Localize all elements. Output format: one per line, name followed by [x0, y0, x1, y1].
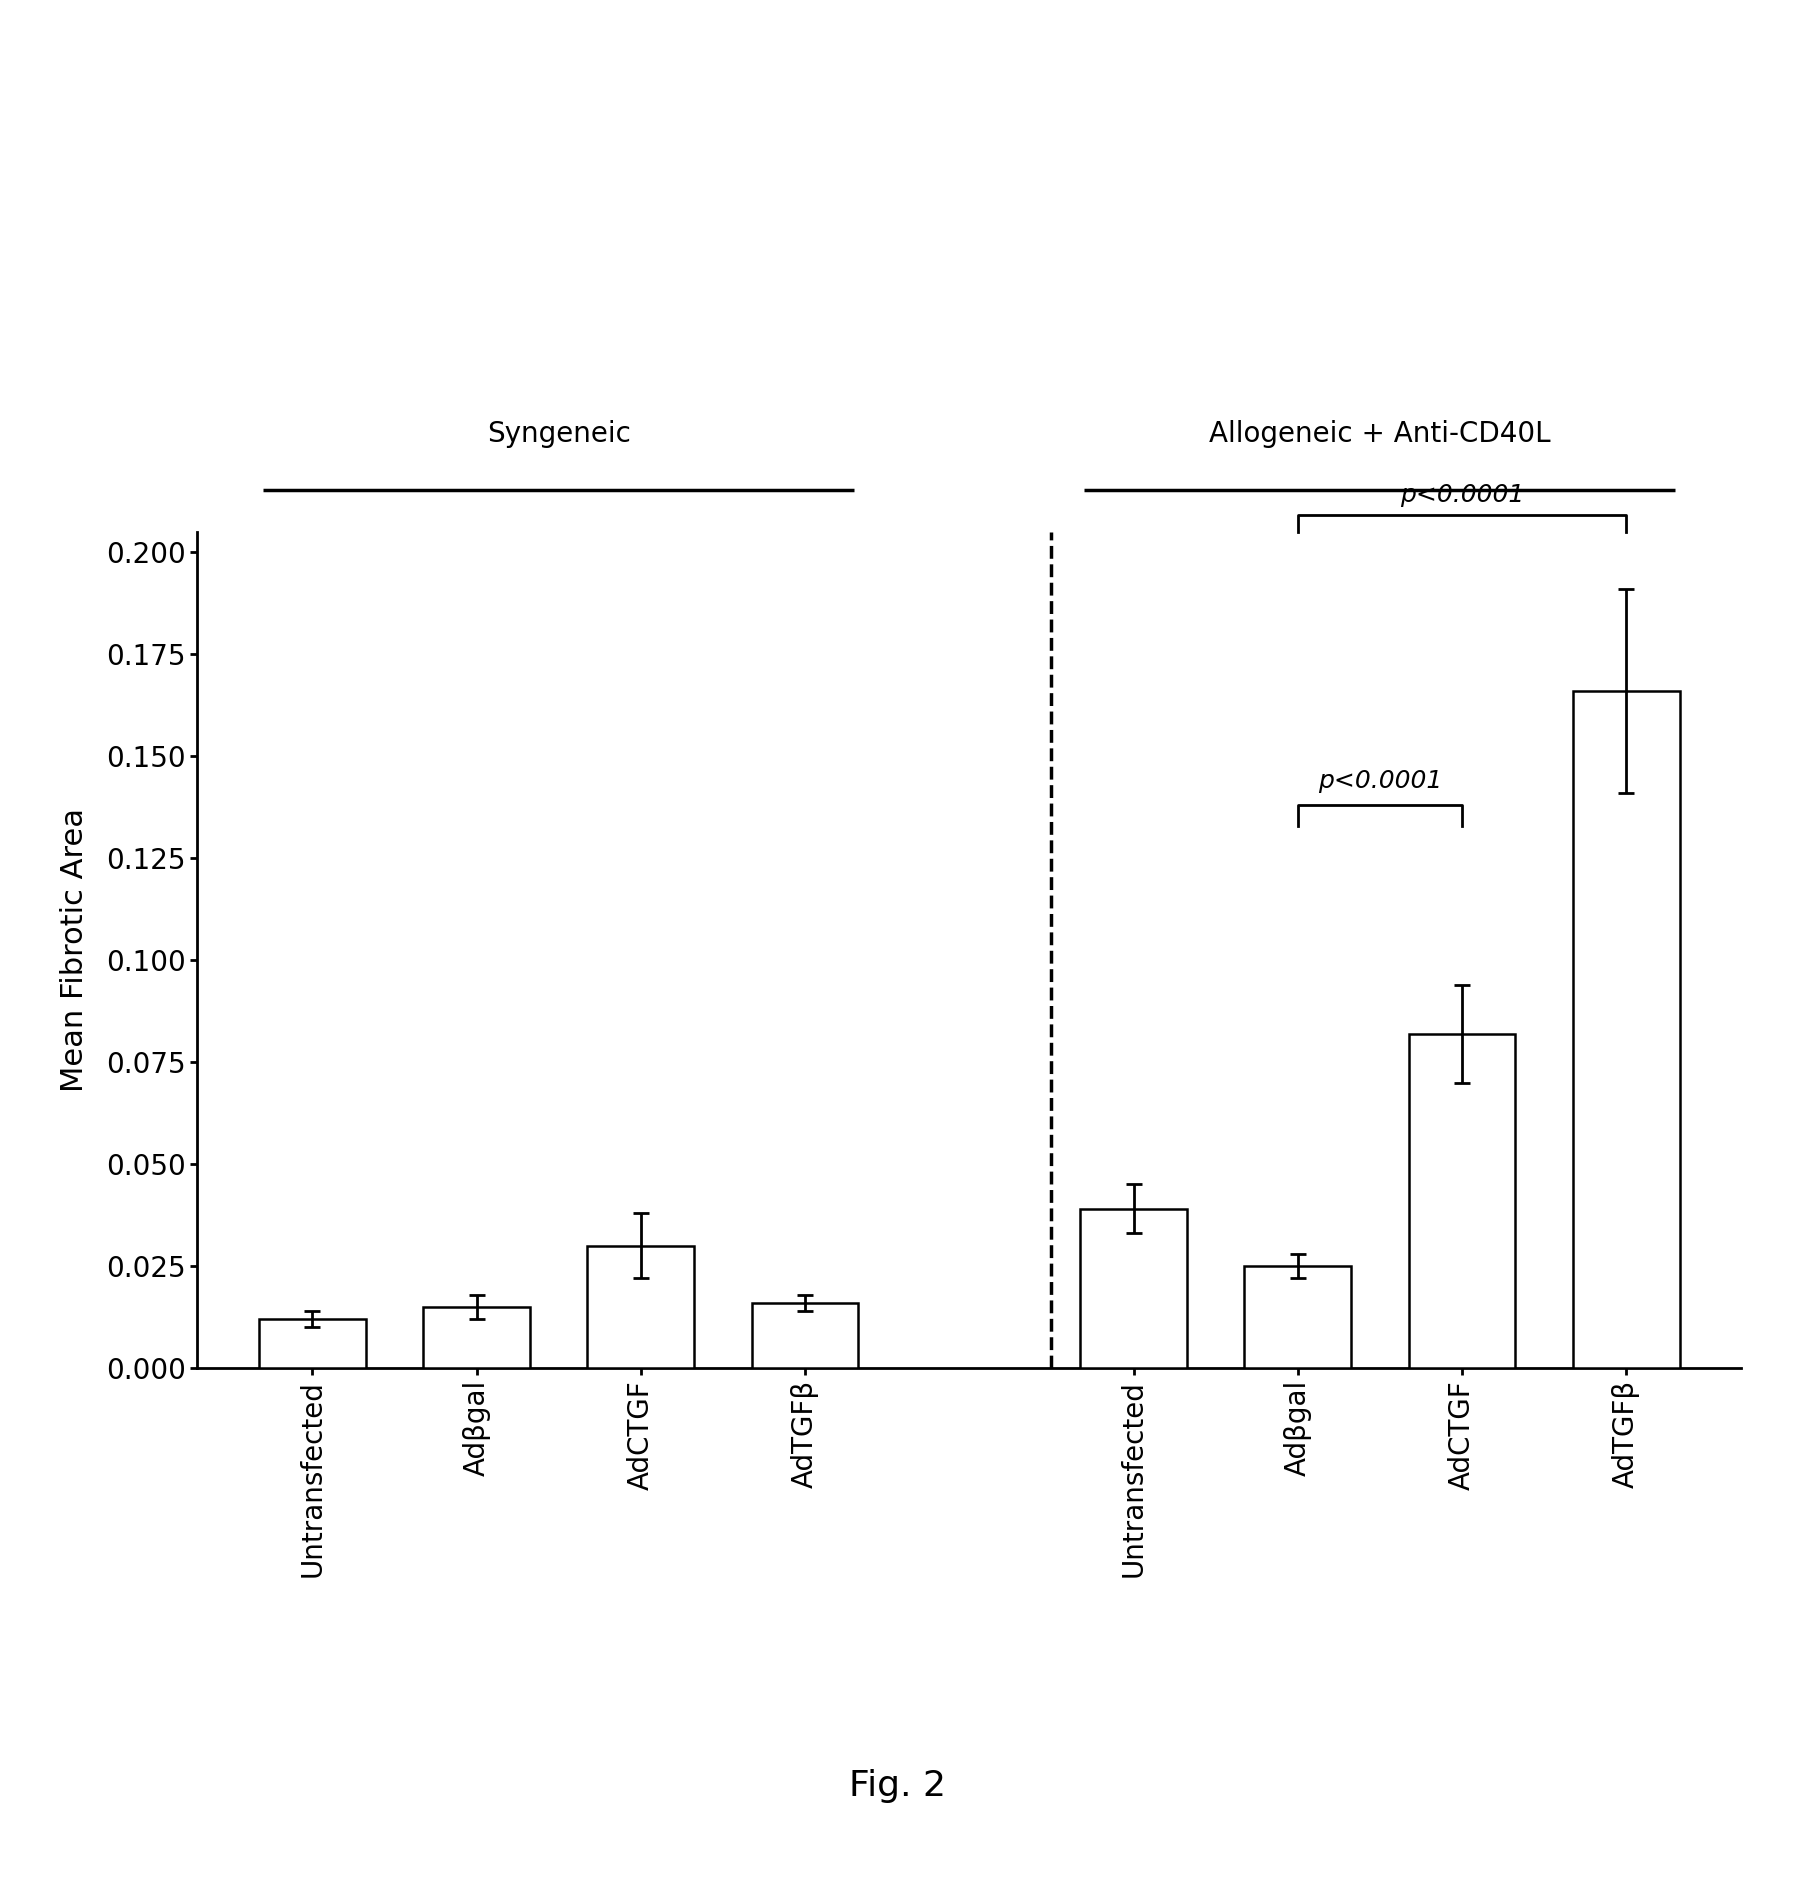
Y-axis label: Mean Fibrotic Area: Mean Fibrotic Area — [59, 808, 90, 1092]
Text: p<0.0001: p<0.0001 — [1400, 483, 1524, 507]
Bar — [1572, 692, 1680, 1368]
Bar — [258, 1319, 366, 1368]
Text: p<0.0001: p<0.0001 — [1318, 770, 1441, 792]
Bar — [1409, 1034, 1515, 1368]
Text: Syngeneic: Syngeneic — [486, 420, 630, 448]
Bar — [752, 1303, 858, 1368]
Bar — [424, 1307, 530, 1368]
Text: Fig. 2: Fig. 2 — [849, 1769, 946, 1803]
Bar — [1081, 1208, 1186, 1368]
Bar — [1244, 1265, 1352, 1368]
Text: Allogeneic + Anti-CD40L: Allogeneic + Anti-CD40L — [1210, 420, 1551, 448]
Bar — [587, 1246, 695, 1368]
